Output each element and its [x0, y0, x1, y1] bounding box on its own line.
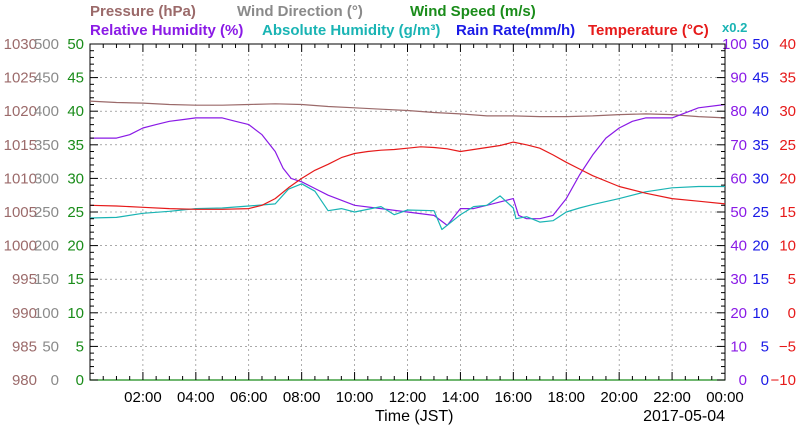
legend-pressure: Pressure (hPa) [90, 3, 196, 20]
y-tick-label-wind_dir: 0 [51, 372, 59, 389]
x-tick-label: 08:00 [283, 389, 321, 406]
y-tick-label-rain: 10 [752, 305, 769, 322]
y-tick-label-pressure: 1005 [4, 204, 37, 221]
y-tick-label-wind_speed: 50 [67, 36, 84, 53]
y-tick-label-wind_speed: 40 [67, 103, 84, 120]
legend-relative-humidity: Relative Humidity (%) [90, 22, 243, 39]
y-tick-label-rain: 30 [752, 170, 769, 187]
y-tick-label-pressure: 1010 [4, 170, 37, 187]
x-tick-label: 10:00 [336, 389, 374, 406]
y-tick-label-rain: 0 [761, 372, 769, 389]
y-tick-label-wind_dir: 450 [34, 70, 59, 87]
y-tick-label-rh: 30 [730, 271, 747, 288]
y-tick-label-pressure: 1025 [4, 70, 37, 87]
x-tick-label: 16:00 [495, 389, 533, 406]
x-tick-label: 02:00 [124, 389, 162, 406]
date-label: 2017-05-04 [643, 408, 725, 425]
y-tick-label-pressure: 1015 [4, 137, 37, 154]
y-tick-label-pressure: 990 [12, 305, 37, 322]
y-tick-label-wind_dir: 200 [34, 238, 59, 255]
y-tick-label-temp: 10 [779, 238, 796, 255]
y-tick-label-rain: 45 [752, 70, 769, 87]
y-tick-label-rain: 40 [752, 103, 769, 120]
legend-rain-rate: Rain Rate(mm/h) [456, 22, 575, 39]
y-tick-label-wind_speed: 35 [67, 137, 84, 154]
y-tick-label-temp: 0 [788, 305, 796, 322]
x-tick-label: 04:00 [177, 389, 215, 406]
y-tick-label-wind_speed: 25 [67, 204, 84, 221]
y-tick-label-temp: 40 [779, 36, 796, 53]
legend-temperature: Temperature (°C) [588, 22, 709, 39]
ah-multiplier-label: x0.2 [722, 20, 747, 35]
y-tick-label-rain: 5 [761, 338, 769, 355]
y-tick-label-rain: 25 [752, 204, 769, 221]
y-tick-label-rain: 35 [752, 137, 769, 154]
y-tick-label-rh: 60 [730, 170, 747, 187]
legend-absolute-humidity: Absolute Humidity (g/m³) [262, 22, 440, 39]
y-tick-label-temp: 15 [779, 204, 796, 221]
y-tick-label-wind_speed: 15 [67, 271, 84, 288]
right-axes: 1009080706050403020100504540353025201510… [717, 36, 796, 389]
y-tick-label-rain: 15 [752, 271, 769, 288]
y-tick-label-pressure: 995 [12, 271, 37, 288]
y-tick-label-rh: 0 [739, 372, 747, 389]
y-tick-label-temp: 25 [779, 137, 796, 154]
y-tick-label-wind_dir: 100 [34, 305, 59, 322]
y-tick-label-rh: 70 [730, 137, 747, 154]
legend: Pressure (hPa) Wind Direction (°) Wind S… [90, 3, 747, 39]
y-tick-label-temp: −5 [779, 338, 796, 355]
x-tick-label: 00:00 [706, 389, 744, 406]
y-tick-label-rain: 50 [752, 36, 769, 53]
series-line-absolute-humidity-g-m [89, 183, 725, 231]
x-tick-label: 14:00 [442, 389, 480, 406]
y-tick-label-wind_speed: 45 [67, 70, 84, 87]
x-tick-label: 12:00 [389, 389, 427, 406]
y-tick-label-wind_speed: 20 [67, 238, 84, 255]
y-tick-label-wind_dir: 150 [34, 271, 59, 288]
y-tick-label-wind_speed: 10 [67, 305, 84, 322]
x-tick-label: 18:00 [547, 389, 585, 406]
y-tick-label-temp: 35 [779, 70, 796, 87]
series-line-relative-humidity [90, 103, 726, 226]
y-tick-label-rh: 40 [730, 238, 747, 255]
y-tick-label-rh: 10 [730, 338, 747, 355]
x-tick-label: 06:00 [230, 389, 268, 406]
series-line-pressure-hpa [89, 100, 726, 119]
y-tick-label-pressure: 1030 [4, 36, 37, 53]
x-axis-label: Time (JST) [375, 408, 454, 425]
y-tick-label-rain: 20 [752, 238, 769, 255]
y-tick-label-rh: 90 [730, 70, 747, 87]
y-tick-label-pressure: 1000 [4, 238, 37, 255]
y-tick-label-pressure: 985 [12, 338, 37, 355]
y-tick-label-wind_dir: 250 [34, 204, 59, 221]
y-tick-label-wind_dir: 350 [34, 137, 59, 154]
y-tick-label-rh: 80 [730, 103, 747, 120]
y-tick-label-temp: 30 [779, 103, 796, 120]
x-axis: 02:00 04:00 06:00 08:00 10:00 12:00 14:00 16:00… [89, 44, 744, 406]
x-tick-label: 20:00 [600, 389, 638, 406]
grid [90, 44, 725, 380]
y-tick-label-temp: 5 [788, 271, 796, 288]
series-line-temperature-c [89, 141, 726, 210]
y-tick-label-wind_speed: 5 [76, 338, 84, 355]
y-tick-label-pressure: 980 [12, 372, 37, 389]
legend-wind-speed: Wind Speed (m/s) [410, 3, 536, 20]
y-tick-label-rh: 50 [730, 204, 747, 221]
y-tick-label-wind_dir: 500 [34, 36, 59, 53]
y-tick-label-pressure: 1020 [4, 103, 37, 120]
y-tick-label-wind_speed: 30 [67, 170, 84, 187]
y-tick-label-wind_dir: 50 [42, 338, 59, 355]
y-tick-label-wind_dir: 300 [34, 170, 59, 187]
y-tick-label-wind_speed: 0 [76, 372, 84, 389]
y-tick-label-temp: −10 [771, 372, 796, 389]
y-tick-label-rh: 20 [730, 305, 747, 322]
y-tick-label-wind_dir: 400 [34, 103, 59, 120]
x-tick-label: 22:00 [653, 389, 691, 406]
left-axes: 1030102510201015101010051000995990985980… [4, 36, 98, 389]
y-tick-label-temp: 20 [779, 170, 796, 187]
y-tick-label-rh: 100 [722, 36, 747, 53]
legend-wind-direction: Wind Direction (°) [237, 3, 363, 20]
